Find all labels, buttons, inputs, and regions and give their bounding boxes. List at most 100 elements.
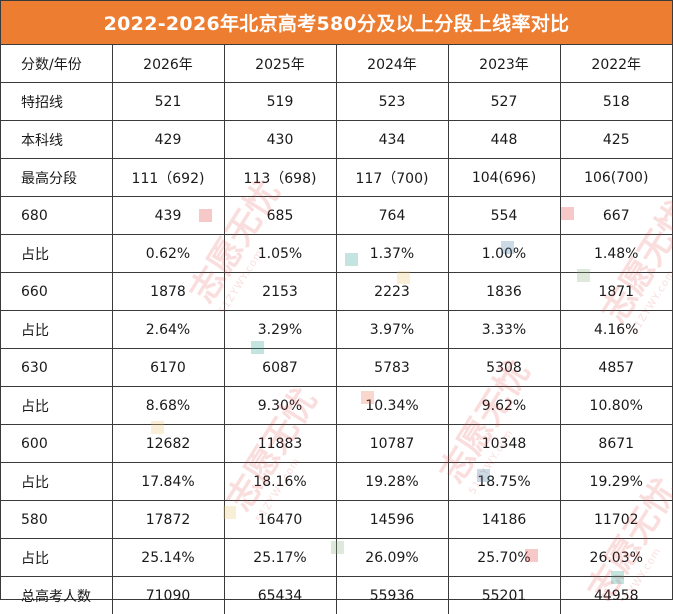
row-label-cell: 占比 (1, 463, 112, 501)
value-cell-2024: 55936 (336, 577, 448, 614)
value-cell-2025: 3.29% (224, 311, 336, 349)
value-cell-2022: 26.03% (560, 539, 672, 577)
value-cell-2023: 527 (448, 83, 560, 121)
value-cell-2024: 764 (336, 197, 448, 235)
value-cell-2022: 425 (560, 121, 672, 159)
value-cell-2025: 25.17% (224, 539, 336, 577)
row-label-cell: 占比 (1, 235, 112, 273)
value-cell-2022: 4857 (560, 349, 672, 387)
value-cell-2022: 10.80% (560, 387, 672, 425)
value-cell-2026: 6170 (112, 349, 224, 387)
value-cell-2022: 4.16% (560, 311, 672, 349)
table-header-row: 分数/年份 2026年 2025年 2024年 2023年 2022年 (1, 45, 672, 83)
value-cell-2023: 25.70% (448, 539, 560, 577)
value-cell-2025: 2153 (224, 273, 336, 311)
value-cell-2024: 117（700) (336, 159, 448, 197)
value-cell-2025: 18.16% (224, 463, 336, 501)
row-label-cell: 占比 (1, 387, 112, 425)
value-cell-2024: 3.97% (336, 311, 448, 349)
value-cell-2023: 9.62% (448, 387, 560, 425)
value-cell-2023: 55201 (448, 577, 560, 614)
row-label-cell: 600 (1, 425, 112, 463)
value-cell-2022: 1.48% (560, 235, 672, 273)
value-cell-2026: 8.68% (112, 387, 224, 425)
header-cell-2024: 2024年 (336, 45, 448, 83)
value-cell-2023: 5308 (448, 349, 560, 387)
value-cell-2025: 1.05% (224, 235, 336, 273)
value-cell-2024: 10787 (336, 425, 448, 463)
value-cell-2025: 6087 (224, 349, 336, 387)
value-cell-2024: 523 (336, 83, 448, 121)
value-cell-2023: 448 (448, 121, 560, 159)
row-label-cell: 630 (1, 349, 112, 387)
value-cell-2023: 10348 (448, 425, 560, 463)
row-label-cell: 总高考人数 (1, 577, 112, 614)
value-cell-2026: 1878 (112, 273, 224, 311)
value-cell-2026: 521 (112, 83, 224, 121)
value-cell-2022: 44958 (560, 577, 672, 614)
value-cell-2026: 12682 (112, 425, 224, 463)
value-cell-2026: 0.62% (112, 235, 224, 273)
table-title: 2022-2026年北京高考580分及以上分段上线率对比 (1, 1, 672, 45)
value-cell-2023: 18.75% (448, 463, 560, 501)
value-cell-2026: 71090 (112, 577, 224, 614)
header-cell-2022: 2022年 (560, 45, 672, 83)
row-label-cell: 特招线 (1, 83, 112, 121)
header-cell-2026: 2026年 (112, 45, 224, 83)
value-cell-2024: 2223 (336, 273, 448, 311)
value-cell-2023: 14186 (448, 501, 560, 539)
value-cell-2025: 519 (224, 83, 336, 121)
value-cell-2023: 554 (448, 197, 560, 235)
value-cell-2024: 434 (336, 121, 448, 159)
value-cell-2023: 1836 (448, 273, 560, 311)
row-label-cell: 占比 (1, 539, 112, 577)
value-cell-2024: 5783 (336, 349, 448, 387)
row-label-cell: 最高分段 (1, 159, 112, 197)
value-cell-2026: 17.84% (112, 463, 224, 501)
value-cell-2026: 25.14% (112, 539, 224, 577)
value-cell-2026: 429 (112, 121, 224, 159)
row-label-cell: 本科线 (1, 121, 112, 159)
row-label-cell: 660 (1, 273, 112, 311)
value-cell-2022: 1871 (560, 273, 672, 311)
score-comparison-document: 2022-2026年北京高考580分及以上分段上线率对比 分数/年份 2026年… (0, 0, 673, 600)
value-cell-2026: 2.64% (112, 311, 224, 349)
value-cell-2025: 113（698) (224, 159, 336, 197)
value-cell-2025: 11883 (224, 425, 336, 463)
value-cell-2024: 26.09% (336, 539, 448, 577)
value-cell-2023: 1.00% (448, 235, 560, 273)
value-cell-2024: 10.34% (336, 387, 448, 425)
value-cell-2025: 16470 (224, 501, 336, 539)
value-cell-2022: 518 (560, 83, 672, 121)
value-cell-2025: 430 (224, 121, 336, 159)
row-label-cell: 680 (1, 197, 112, 235)
value-cell-2022: 11702 (560, 501, 672, 539)
value-cell-2025: 65434 (224, 577, 336, 614)
value-cell-2022: 8671 (560, 425, 672, 463)
header-cell-2023: 2023年 (448, 45, 560, 83)
row-label-cell: 占比 (1, 311, 112, 349)
value-cell-2022: 106(700) (560, 159, 672, 197)
value-cell-2025: 9.30% (224, 387, 336, 425)
value-cell-2024: 14596 (336, 501, 448, 539)
value-cell-2026: 17872 (112, 501, 224, 539)
value-cell-2023: 3.33% (448, 311, 560, 349)
value-cell-2026: 439 (112, 197, 224, 235)
value-cell-2025: 685 (224, 197, 336, 235)
value-cell-2024: 19.28% (336, 463, 448, 501)
value-cell-2022: 667 (560, 197, 672, 235)
